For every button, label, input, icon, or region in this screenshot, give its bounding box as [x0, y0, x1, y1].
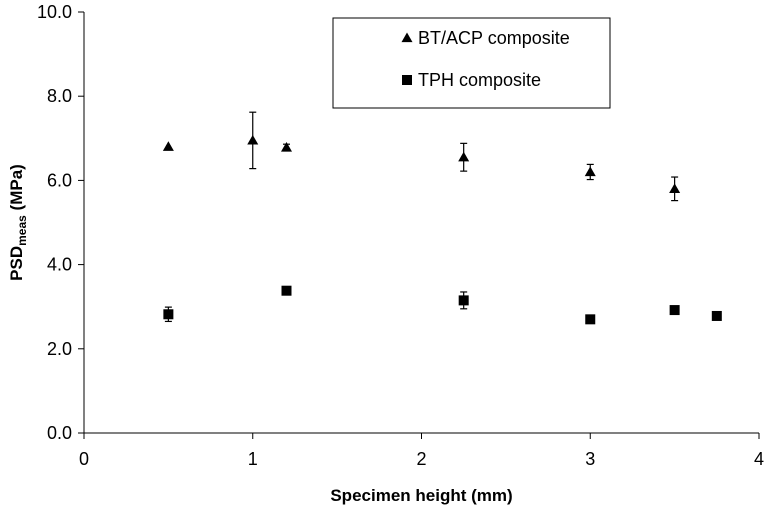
y-tick-label: 0.0 [47, 423, 72, 443]
axes: 0.0 2.0 4.0 6.0 8.0 10.0 0 1 2 3 4 [37, 2, 764, 469]
x-tick-label: 1 [248, 449, 258, 469]
data-layer [162, 111, 722, 325]
data-point [669, 305, 680, 316]
legend: BT/ACP composite TPH composite [332, 17, 611, 109]
data-point [711, 310, 722, 321]
y-tick-label: 8.0 [47, 86, 72, 106]
x-tick-label: 3 [585, 449, 595, 469]
y-axis-title-main: PSD [7, 246, 26, 281]
x-tick-label: 2 [416, 449, 426, 469]
x-tick-label: 0 [79, 449, 89, 469]
legend-marker [401, 32, 413, 43]
series-bt-acp [162, 111, 681, 202]
legend-marker [402, 75, 412, 85]
series-tph [163, 285, 722, 325]
y-axis-title-subscript: meas [15, 215, 29, 246]
data-point [458, 151, 470, 162]
x-tick-label: 4 [754, 449, 764, 469]
data-point [458, 295, 469, 306]
data-point [162, 141, 174, 151]
x-axis-title: Specimen height (mm) [330, 486, 512, 505]
data-point [669, 183, 681, 193]
y-tick-label: 6.0 [47, 170, 72, 190]
y-tick-label: 10.0 [37, 2, 72, 22]
data-point [584, 166, 596, 177]
data-point [585, 314, 596, 325]
data-point [247, 134, 259, 145]
legend-items: BT/ACP composite TPH composite [401, 28, 570, 90]
data-point [281, 285, 292, 296]
legend-label: BT/ACP composite [418, 28, 570, 48]
y-axis-title: PSDmeas (MPa) [7, 164, 29, 281]
data-point [281, 142, 292, 152]
legend-box [332, 17, 611, 109]
y-tick-label: 4.0 [47, 255, 72, 275]
legend-label: TPH composite [418, 70, 541, 90]
y-axis-title-unit: (MPa) [7, 164, 26, 215]
y-tick-label: 2.0 [47, 339, 72, 359]
data-point [163, 309, 174, 320]
